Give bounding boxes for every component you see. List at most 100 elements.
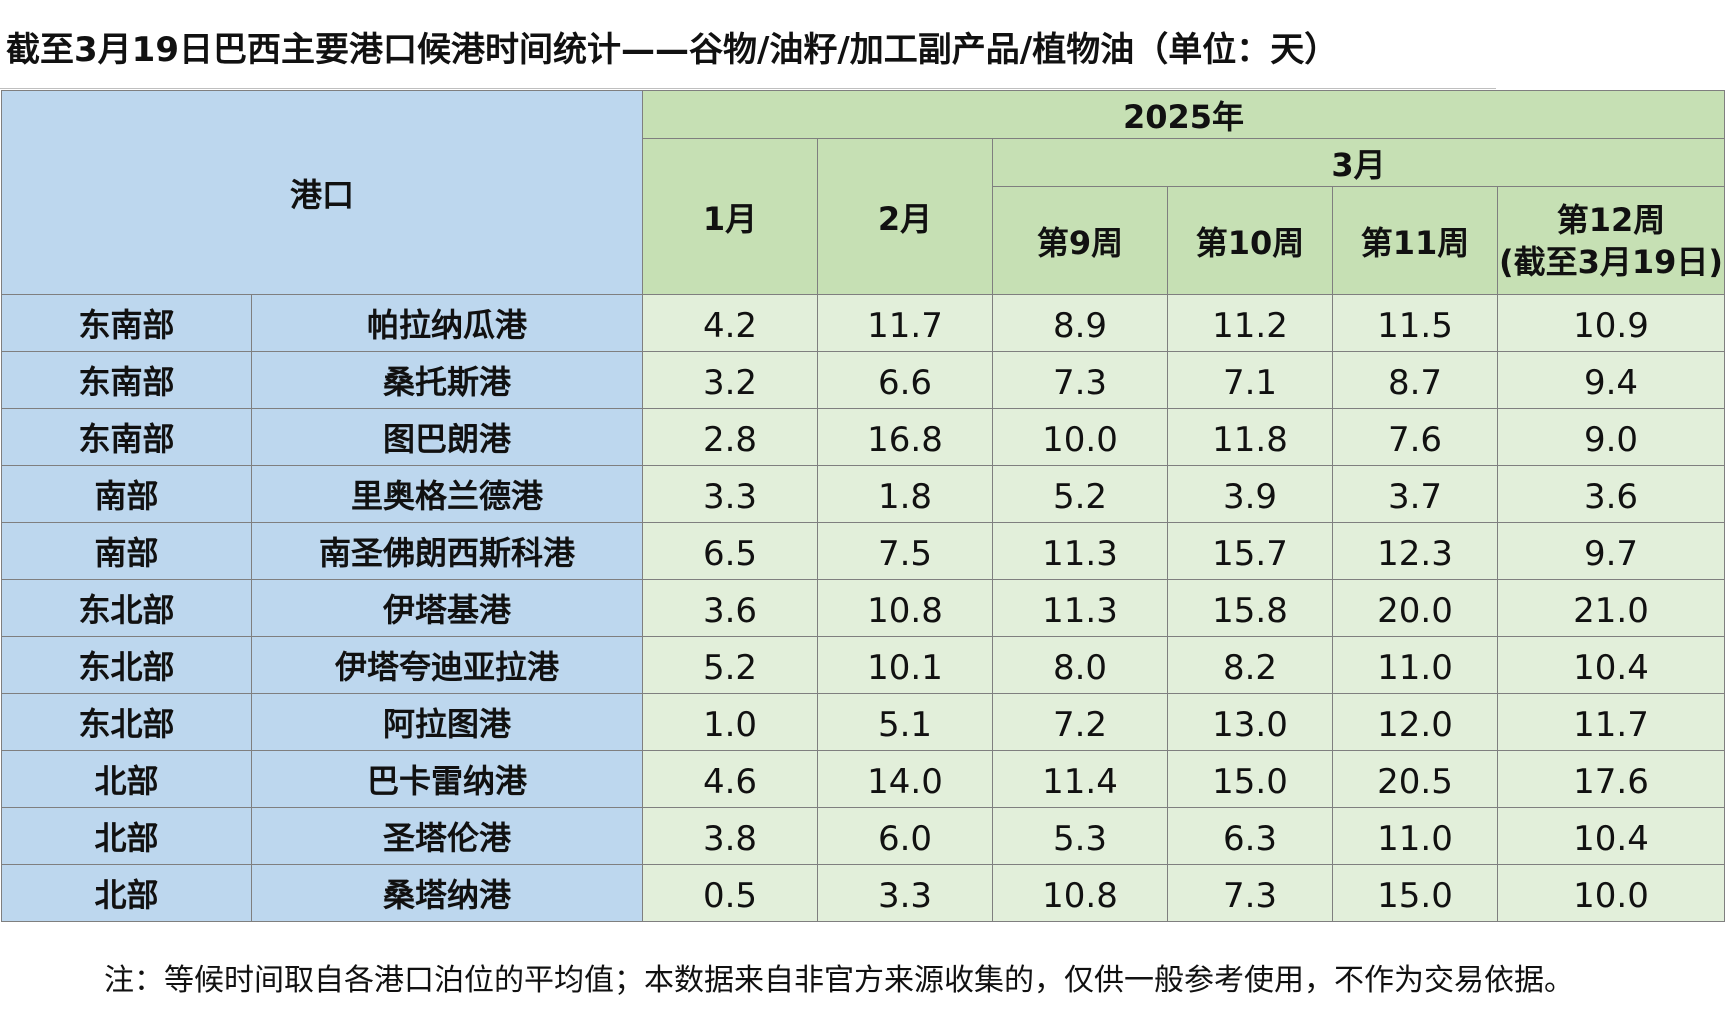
header-port: 港口 (0, 90, 644, 295)
waiting-days-cell: 1.8 (817, 465, 994, 523)
waiting-days-cell: 5.3 (992, 807, 1169, 865)
header-feb: 2月 (817, 138, 994, 295)
port-name-cell: 伊塔基港 (250, 579, 644, 637)
waiting-days-cell: 12.0 (1332, 693, 1499, 751)
waiting-days-cell: 9.7 (1497, 522, 1726, 580)
waiting-days-cell: 17.6 (1497, 750, 1726, 808)
region-cell: 东北部 (1, 636, 252, 694)
header-jan: 1月 (642, 138, 819, 295)
waiting-days-cell: 20.0 (1332, 579, 1499, 637)
waiting-days-cell: 11.5 (1332, 294, 1499, 352)
table-row: 东北部 阿拉图港 1.0 5.1 7.2 13.0 12.0 11.7 (1, 693, 1726, 751)
waiting-days-cell: 10.8 (817, 579, 994, 637)
waiting-days-cell: 6.5 (642, 522, 819, 580)
header-week-12-label: 第12周 (1556, 200, 1666, 239)
port-name-cell: 阿拉图港 (250, 693, 644, 751)
waiting-days-cell: 4.6 (642, 750, 819, 808)
waiting-days-cell: 15.0 (1167, 750, 1334, 808)
header-week-12-note: (截至3月19日) (1498, 242, 1724, 281)
waiting-days-cell: 11.7 (817, 294, 994, 352)
waiting-days-cell: 7.6 (1332, 408, 1499, 466)
region-cell: 东南部 (1, 408, 252, 466)
port-waiting-time-table: 港口 2025年 1月 2月 3月 第9周 第10周 第11周 第12周 (截至… (0, 90, 1726, 922)
waiting-days-cell: 9.0 (1497, 408, 1726, 466)
region-cell: 南部 (1, 522, 252, 580)
waiting-days-cell: 11.8 (1167, 408, 1334, 466)
port-name-cell: 巴卡雷纳港 (250, 750, 644, 808)
waiting-days-cell: 8.7 (1332, 351, 1499, 409)
waiting-days-cell: 6.3 (1167, 807, 1334, 865)
port-name-cell: 帕拉纳瓜港 (250, 294, 644, 352)
region-cell: 东北部 (1, 579, 252, 637)
waiting-days-cell: 10.0 (992, 408, 1169, 466)
table-row: 东南部 帕拉纳瓜港 4.2 11.7 8.9 11.2 11.5 10.9 (1, 294, 1726, 352)
waiting-days-cell: 10.4 (1497, 636, 1726, 694)
waiting-days-cell: 11.2 (1167, 294, 1334, 352)
waiting-days-cell: 8.2 (1167, 636, 1334, 694)
waiting-days-cell: 4.2 (642, 294, 819, 352)
waiting-days-cell: 14.0 (817, 750, 994, 808)
waiting-days-cell: 5.2 (642, 636, 819, 694)
waiting-days-cell: 10.8 (992, 864, 1169, 922)
waiting-days-cell: 7.1 (1167, 351, 1334, 409)
waiting-days-cell: 3.3 (817, 864, 994, 922)
waiting-days-cell: 6.6 (817, 351, 994, 409)
table-row: 东北部 伊塔夸迪亚拉港 5.2 10.1 8.0 8.2 11.0 10.4 (1, 636, 1726, 694)
waiting-days-cell: 0.5 (642, 864, 819, 922)
port-name-cell: 桑托斯港 (250, 351, 644, 409)
region-cell: 北部 (1, 864, 252, 922)
waiting-days-cell: 11.3 (992, 522, 1169, 580)
waiting-days-cell: 15.0 (1332, 864, 1499, 922)
title-divider (0, 88, 1496, 89)
region-cell: 东北部 (1, 693, 252, 751)
header-week-9: 第9周 (992, 186, 1169, 295)
waiting-days-cell: 8.0 (992, 636, 1169, 694)
waiting-days-cell: 15.7 (1167, 522, 1334, 580)
waiting-days-cell: 3.3 (642, 465, 819, 523)
waiting-days-cell: 20.5 (1332, 750, 1499, 808)
table-row: 南部 里奥格兰德港 3.3 1.8 5.2 3.9 3.7 3.6 (1, 465, 1726, 523)
waiting-days-cell: 3.6 (1497, 465, 1726, 523)
waiting-days-cell: 7.5 (817, 522, 994, 580)
waiting-days-cell: 3.7 (1332, 465, 1499, 523)
port-name-cell: 里奥格兰德港 (250, 465, 644, 523)
waiting-days-cell: 10.1 (817, 636, 994, 694)
table-row: 东南部 图巴朗港 2.8 16.8 10.0 11.8 7.6 9.0 (1, 408, 1726, 466)
region-cell: 东南部 (1, 294, 252, 352)
waiting-days-cell: 10.4 (1497, 807, 1726, 865)
waiting-days-cell: 12.3 (1332, 522, 1499, 580)
waiting-days-cell: 6.0 (817, 807, 994, 865)
waiting-days-cell: 10.0 (1497, 864, 1726, 922)
waiting-days-cell: 11.7 (1497, 693, 1726, 751)
waiting-days-cell: 8.9 (992, 294, 1169, 352)
waiting-days-cell: 15.8 (1167, 579, 1334, 637)
waiting-days-cell: 7.3 (1167, 864, 1334, 922)
waiting-days-cell: 5.1 (817, 693, 994, 751)
waiting-days-cell: 11.3 (992, 579, 1169, 637)
waiting-days-cell: 10.9 (1497, 294, 1726, 352)
port-name-cell: 图巴朗港 (250, 408, 644, 466)
header-week-12: 第12周 (截至3月19日) (1497, 186, 1726, 295)
port-name-cell: 圣塔伦港 (250, 807, 644, 865)
waiting-days-cell: 3.2 (642, 351, 819, 409)
waiting-days-cell: 7.3 (992, 351, 1169, 409)
waiting-days-cell: 13.0 (1167, 693, 1334, 751)
region-cell: 南部 (1, 465, 252, 523)
port-name-cell: 伊塔夸迪亚拉港 (250, 636, 644, 694)
waiting-days-cell: 11.0 (1332, 807, 1499, 865)
region-cell: 北部 (1, 807, 252, 865)
header-week-10: 第10周 (1167, 186, 1334, 295)
waiting-days-cell: 2.8 (642, 408, 819, 466)
waiting-days-cell: 3.6 (642, 579, 819, 637)
table-row: 东北部 伊塔基港 3.6 10.8 11.3 15.8 20.0 21.0 (1, 579, 1726, 637)
region-cell: 北部 (1, 750, 252, 808)
table-row: 北部 圣塔伦港 3.8 6.0 5.3 6.3 11.0 10.4 (1, 807, 1726, 865)
waiting-days-cell: 7.2 (992, 693, 1169, 751)
header-week-11: 第11周 (1332, 186, 1499, 295)
port-name-cell: 南圣佛朗西斯科港 (250, 522, 644, 580)
waiting-days-cell: 3.8 (642, 807, 819, 865)
waiting-days-cell: 21.0 (1497, 579, 1726, 637)
table-row: 南部 南圣佛朗西斯科港 6.5 7.5 11.3 15.7 12.3 9.7 (1, 522, 1726, 580)
header-mar: 3月 (992, 138, 1726, 187)
waiting-days-cell: 9.4 (1497, 351, 1726, 409)
